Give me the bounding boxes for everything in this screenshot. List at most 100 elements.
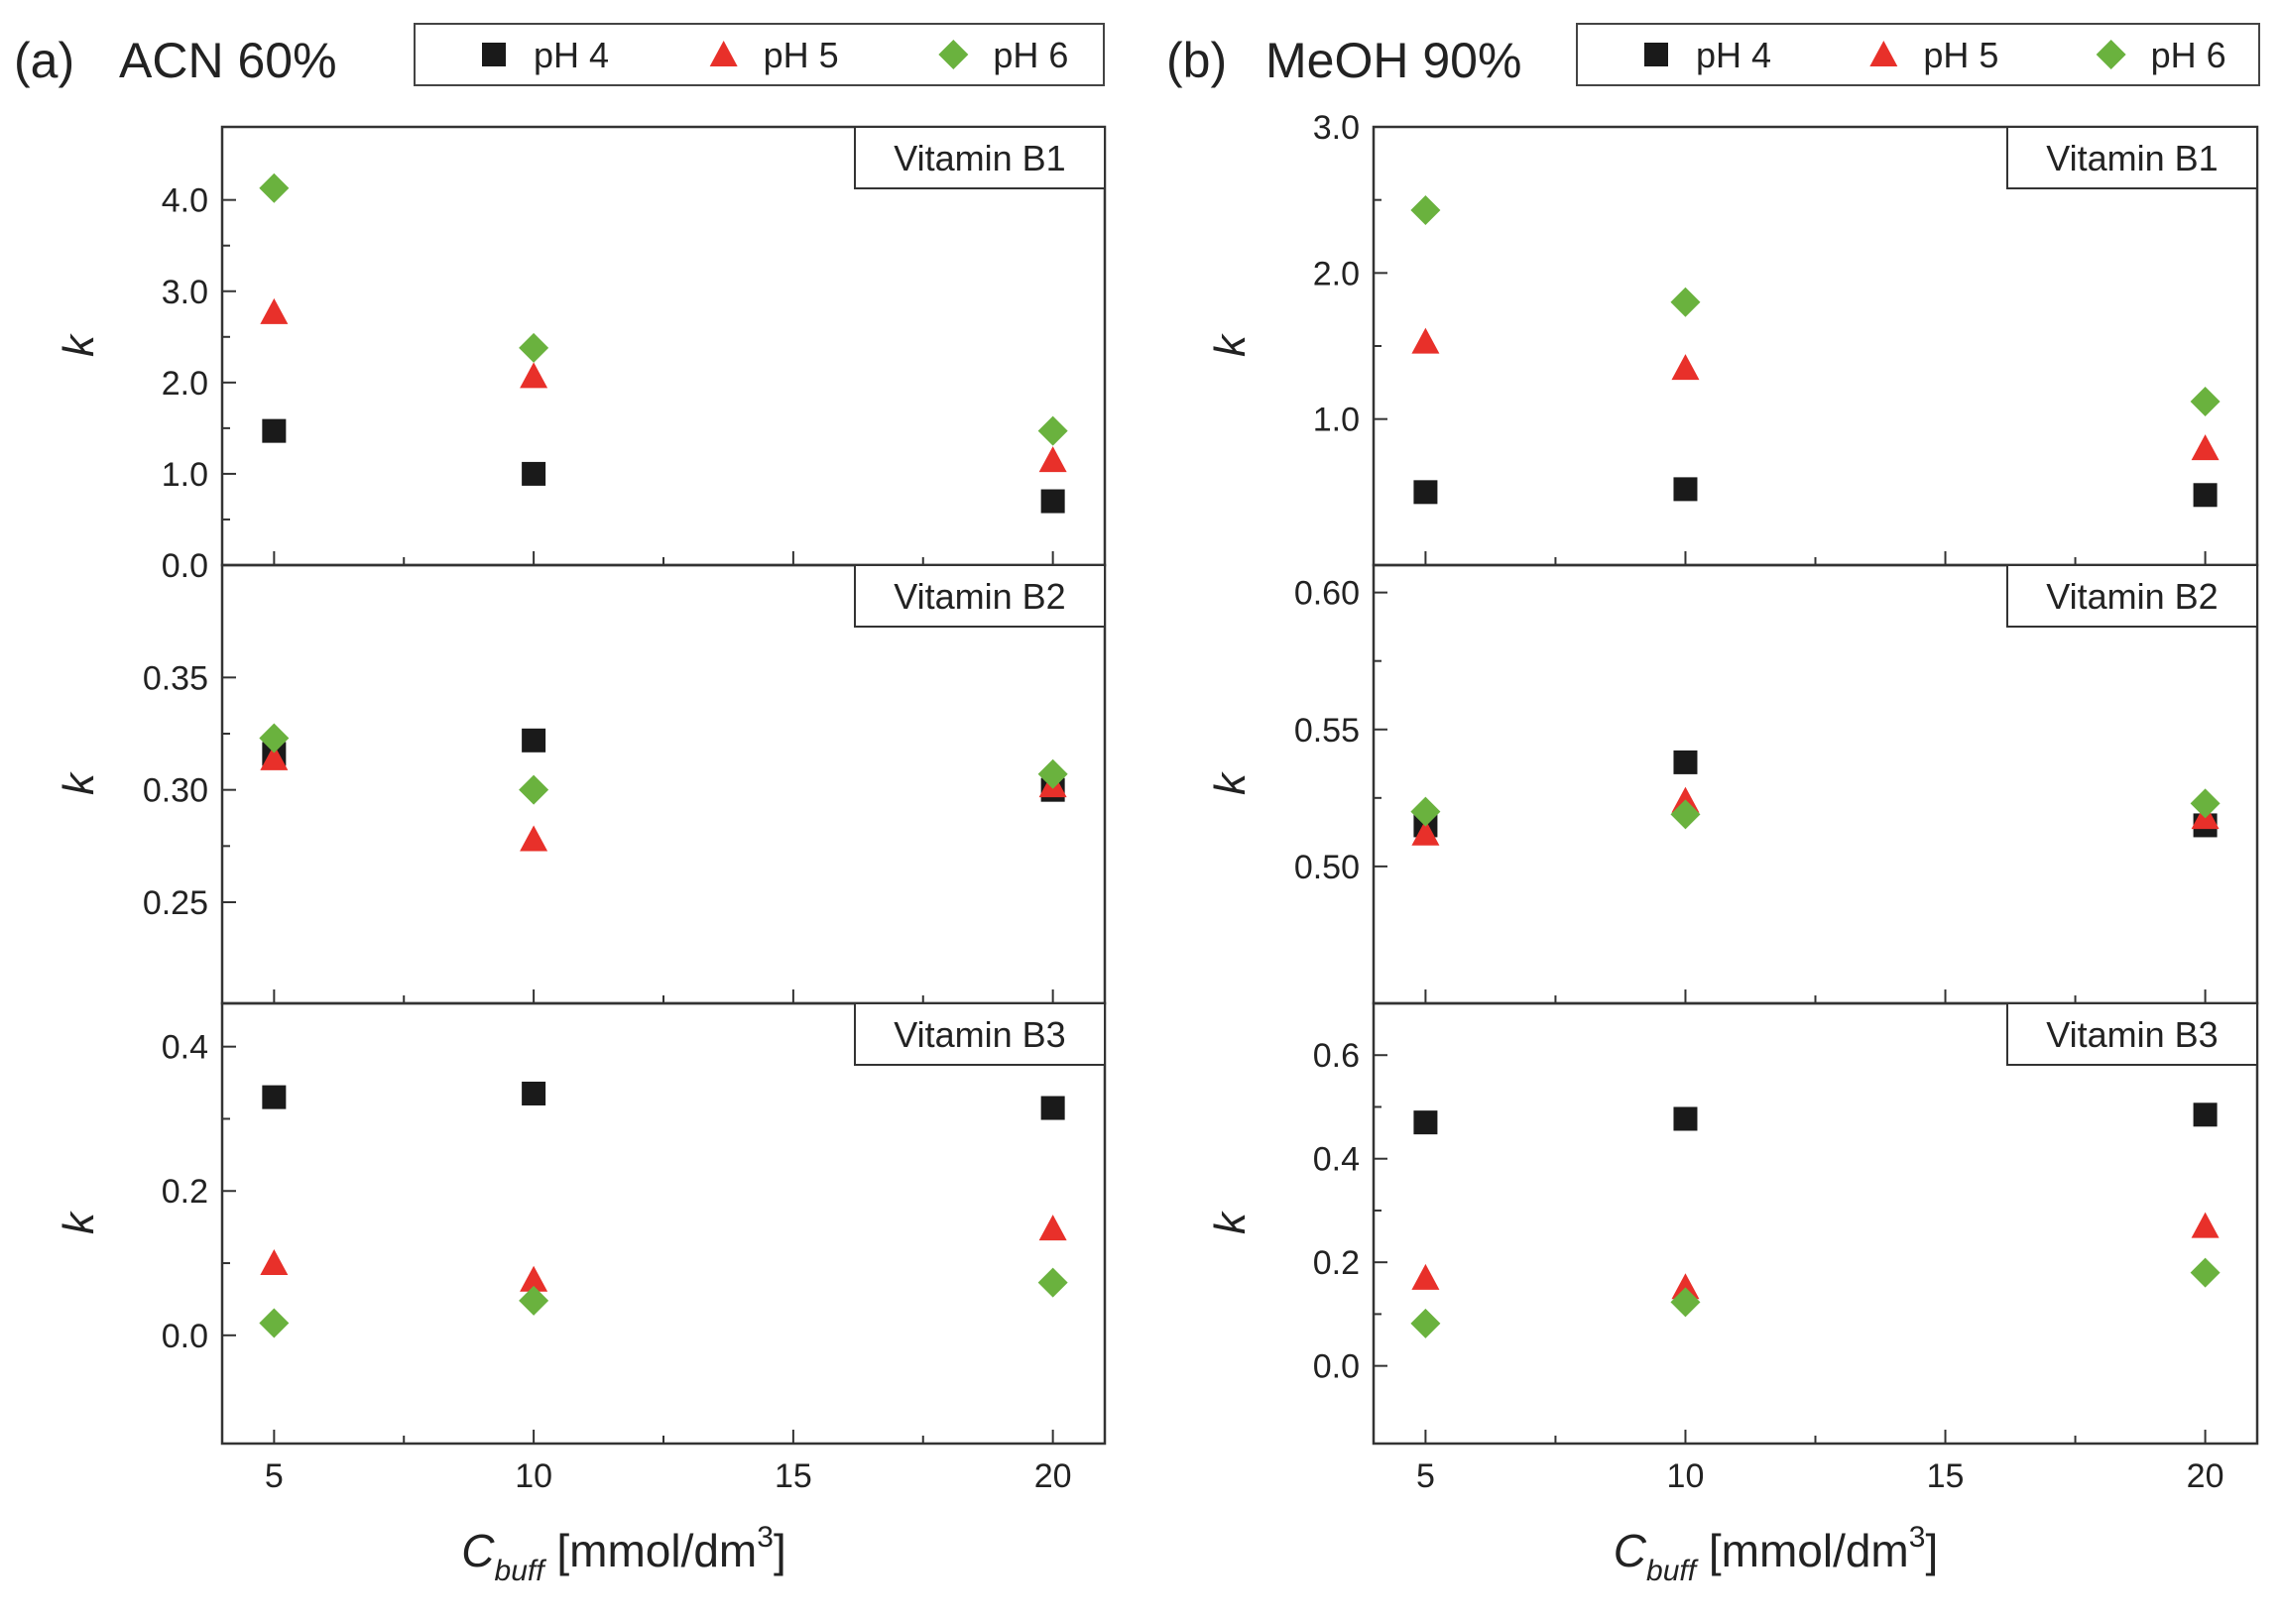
legend-label: pH 5 (764, 35, 839, 75)
x-axis-label-part: ] (774, 1525, 786, 1576)
data-point-ph5 (260, 1249, 289, 1276)
data-point-ph4 (262, 1085, 287, 1109)
legend-marker-triangle (1869, 41, 1898, 66)
data-point-ph6 (519, 1285, 549, 1316)
vitamin-label: Vitamin B2 (894, 576, 1065, 617)
data-point-ph6 (2190, 386, 2221, 416)
data-point-ph5 (1038, 1215, 1067, 1241)
data-point-ph4 (2193, 1102, 2218, 1127)
y-tick-label: 0.0 (162, 547, 208, 585)
legend-marker-square (482, 43, 506, 66)
data-point-ph6 (1410, 194, 1441, 225)
y-tick-label: 0.2 (162, 1173, 208, 1211)
x-tick-label: 20 (2187, 1457, 2224, 1495)
x-axis-label-part: [mmol/dm (544, 1525, 758, 1576)
x-axis-label-part: C (1614, 1525, 1647, 1576)
panel-title: ACN 60% (119, 33, 337, 88)
data-point-ph6 (1037, 758, 1068, 789)
data-point-ph6 (259, 173, 290, 203)
data-point-ph4 (522, 461, 546, 486)
panel-label: (b) (1166, 33, 1227, 88)
data-point-ph5 (2191, 434, 2220, 461)
y-tick-label: 0.30 (143, 772, 208, 810)
y-tick-label: 2.0 (1313, 255, 1360, 292)
data-point-ph4 (2193, 483, 2218, 508)
data-point-ph6 (2190, 788, 2221, 819)
y-axis-label: k (1206, 333, 1255, 357)
data-point-ph4 (1673, 477, 1698, 502)
data-point-ph6 (259, 723, 290, 754)
data-point-ph4 (1413, 480, 1438, 505)
vitamin-label: Vitamin B1 (2046, 138, 2218, 178)
y-tick-label: 0.4 (162, 1029, 208, 1067)
x-axis-label: Cbuff [mmol/dm3] (1614, 1521, 1938, 1587)
y-tick-label: 0.2 (1313, 1244, 1360, 1282)
y-tick-label: 0.60 (1294, 575, 1360, 613)
data-point-ph5 (1038, 446, 1067, 473)
x-tick-label: 20 (1034, 1457, 1072, 1495)
data-point-ph5 (260, 297, 289, 324)
data-point-ph4 (522, 728, 546, 753)
y-tick-label: 1.0 (162, 456, 208, 494)
y-tick-label: 0.4 (1313, 1141, 1360, 1179)
data-point-ph6 (1410, 1308, 1441, 1338)
y-tick-label: 0.0 (162, 1318, 208, 1355)
x-axis-label-part: C (461, 1525, 495, 1576)
data-point-ph6 (519, 774, 549, 805)
vitamin-label-box (854, 126, 1106, 189)
data-point-ph5 (520, 1265, 548, 1292)
legend-label: pH 5 (1923, 35, 1998, 75)
x-tick-label: 15 (775, 1457, 812, 1495)
legend-marker-diamond (2096, 40, 2126, 69)
data-point-ph5 (1671, 1273, 1700, 1300)
data-point-ph6 (1410, 796, 1441, 827)
legend-label: pH 6 (993, 35, 1068, 75)
y-tick-label: 3.0 (162, 274, 208, 311)
data-point-ph6 (1670, 1287, 1701, 1318)
data-point-ph4 (262, 418, 287, 443)
legend-marker-square (1644, 43, 1668, 66)
data-point-ph5 (520, 825, 548, 852)
vitamin-label: Vitamin B2 (2046, 576, 2218, 617)
data-point-ph4 (1673, 750, 1698, 774)
y-axis-label: k (55, 1211, 103, 1234)
y-axis-label: k (55, 333, 103, 357)
y-tick-label: 0.50 (1294, 849, 1360, 886)
data-point-ph5 (520, 362, 548, 389)
y-tick-label: 3.0 (1313, 109, 1360, 147)
y-tick-label: 0.6 (1313, 1037, 1360, 1075)
legend-box (414, 23, 1105, 86)
y-tick-label: 0.35 (143, 659, 208, 697)
vitamin-label: Vitamin B1 (894, 138, 1065, 178)
data-point-ph6 (1037, 415, 1068, 446)
data-point-ph4 (1413, 1110, 1438, 1135)
legend-marker-diamond (938, 40, 969, 69)
x-axis-label: Cbuff [mmol/dm3] (461, 1521, 785, 1587)
x-axis-label-part: buff (495, 1555, 547, 1587)
vitamin-label-box (2006, 564, 2258, 628)
legend-label: pH 6 (2151, 35, 2226, 75)
data-point-ph4 (1040, 1096, 1065, 1120)
data-point-ph4 (1673, 1106, 1698, 1131)
x-tick-label: 5 (265, 1457, 284, 1495)
x-tick-label: 15 (1927, 1457, 1965, 1495)
vitamin-label: Vitamin B3 (2046, 1014, 2218, 1055)
x-axis-label-part: 3 (1909, 1521, 1926, 1554)
y-tick-label: 0.55 (1294, 712, 1360, 750)
data-point-ph4 (522, 1081, 546, 1105)
data-point-ph6 (1670, 799, 1701, 830)
vitamin-label: Vitamin B3 (894, 1014, 1065, 1055)
x-tick-label: 10 (1667, 1457, 1705, 1495)
y-tick-label: 1.0 (1313, 402, 1360, 439)
y-tick-label: 2.0 (162, 365, 208, 403)
data-point-ph5 (260, 744, 289, 770)
y-tick-label: 0.25 (143, 884, 208, 922)
x-tick-label: 10 (515, 1457, 552, 1495)
y-tick-label: 0.0 (1313, 1348, 1360, 1386)
y-axis-label: k (55, 771, 103, 795)
x-axis-label-part: ] (1925, 1525, 1938, 1576)
data-point-ph6 (519, 332, 549, 363)
data-point-ph5 (1411, 327, 1440, 354)
